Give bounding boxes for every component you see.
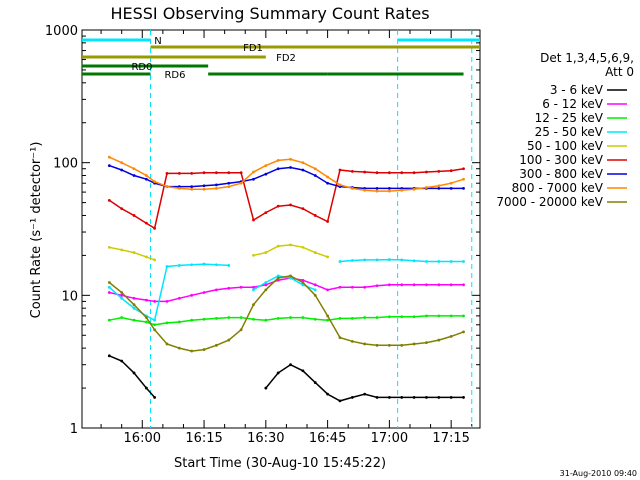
series-line (109, 246, 155, 261)
flag-label-fd2: FD2 (276, 53, 296, 64)
legend-label: 800 - 7000 keV (512, 181, 604, 195)
series-1 (107, 354, 465, 403)
x-tick-label: 16:30 (247, 431, 284, 446)
series-line (109, 277, 464, 303)
y-axis-label: Count Rate (s⁻¹ detector⁻¹) (29, 142, 44, 319)
plot-layer: 1 10 100 1000 16:00 16:15 16:30 16:45 17:00 17:15… (45, 24, 481, 446)
flag-label-rd0: RD0 (131, 62, 152, 73)
legend-label: 3 - 6 keV (550, 83, 604, 97)
series-8 (107, 155, 465, 193)
legend-title-line-2: Att 0 (605, 65, 634, 79)
x-axis-label: Start Time (30-Aug-10 15:45:22) (174, 456, 386, 471)
flag-label-fd1: FD1 (243, 43, 263, 54)
series-line (108, 275, 464, 352)
series-2 (107, 276, 465, 303)
flag-label-n: N (154, 36, 161, 47)
series-line (265, 363, 464, 402)
y-tick-label: 1000 (45, 24, 78, 39)
series-9 (107, 274, 465, 353)
x-tick-label: 17:00 (371, 431, 408, 446)
legend-label: 100 - 300 keV (519, 153, 603, 167)
series-3 (107, 314, 465, 327)
x-tick-label: 16:00 (124, 431, 161, 446)
legend-label: 25 - 50 keV (535, 125, 604, 139)
legend-label: 12 - 25 keV (535, 111, 604, 125)
series-line (108, 156, 464, 192)
legend-label: 300 - 800 keV (519, 167, 603, 181)
y-tick-label: 100 (53, 157, 78, 172)
x-tick-label: 16:45 (309, 431, 346, 446)
series-7 (107, 164, 465, 190)
series-line (109, 315, 464, 326)
chart-title: HESSI Observing Summary Count Rates (110, 4, 429, 23)
plot-frame (81, 29, 481, 429)
series-line (108, 167, 464, 230)
x-tick-label: 16:15 (185, 431, 222, 446)
series-line (109, 355, 156, 398)
x-tick-label: 17:15 (432, 431, 469, 446)
series-4 (107, 258, 465, 322)
legend-label: 50 - 100 keV (527, 139, 604, 153)
legend-title-line-1: Det 1,3,4,5,6,9, (540, 51, 634, 65)
y-tick-label: 1 (70, 422, 78, 437)
series-line (339, 258, 464, 263)
legend-label: 7000 - 20000 keV (496, 195, 603, 209)
flag-label-rd6: RD6 (164, 70, 185, 81)
footer-date: 31-Aug-2010 09:40 (560, 469, 637, 478)
series-6 (107, 167, 465, 230)
series-5 (107, 243, 330, 262)
series-line (253, 275, 316, 291)
legend-label: 6 - 12 keV (542, 97, 604, 111)
y-tick-label: 10 (61, 289, 78, 304)
series-line (108, 263, 229, 322)
series-line (253, 244, 328, 258)
